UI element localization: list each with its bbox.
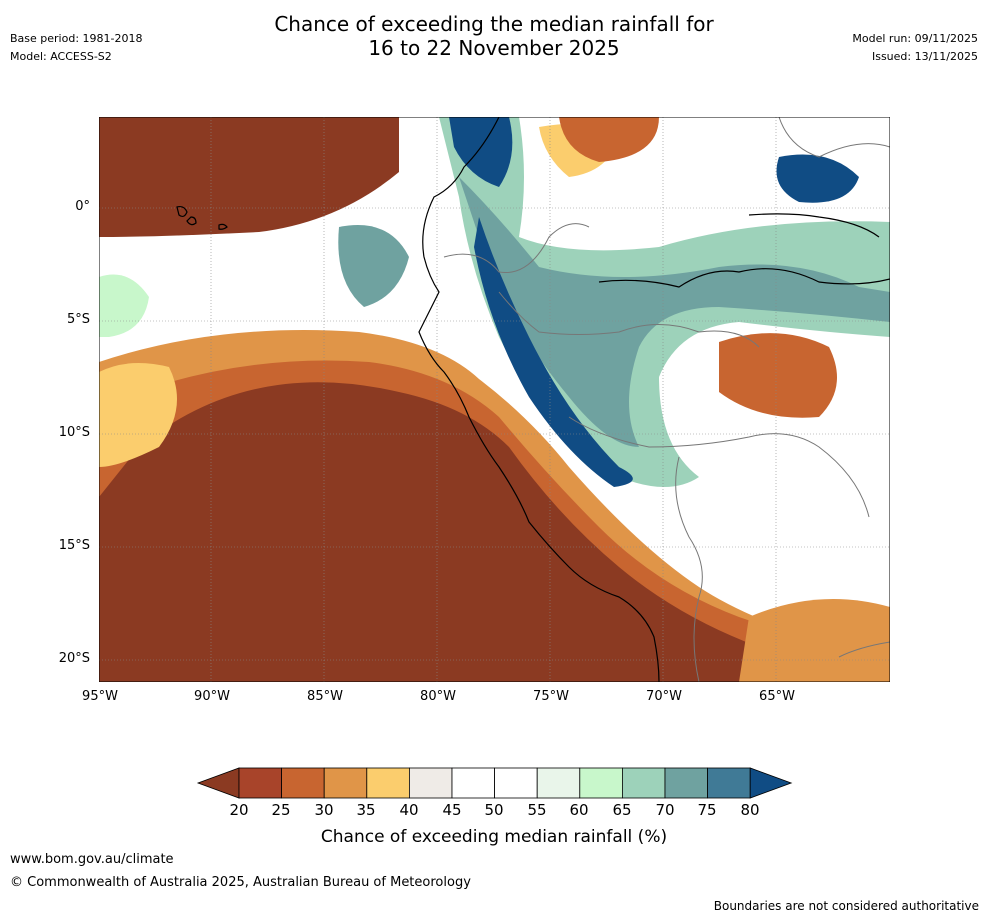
lon-label-75w: 75°W — [533, 689, 569, 704]
colorbar-cell-50-55 — [494, 767, 538, 799]
lon-label-80w: 80°W — [420, 689, 456, 704]
region-yellow-patch-west — [99, 363, 177, 467]
colorbar-tick-75: 75 — [697, 801, 717, 819]
colorbar-tick-35: 35 — [356, 801, 376, 819]
colorbar-cell-20-25 — [238, 767, 282, 799]
lon-label-65w: 65°W — [759, 689, 795, 704]
colorbar-tick-65: 65 — [612, 801, 632, 819]
region-dry-patch-east — [719, 333, 837, 418]
region-light-green-west — [99, 274, 149, 337]
issued-date: Issued: 13/11/2025 — [871, 50, 978, 63]
colorbar-tick-50: 50 — [484, 801, 504, 819]
colorbar-tick-45: 45 — [442, 801, 462, 819]
south-america-coastline — [418, 117, 660, 682]
colorbar-cell-75-80 — [707, 767, 751, 799]
title-line-1: Chance of exceeding the median rainfall … — [274, 12, 714, 36]
region-dry-south — [99, 382, 819, 682]
boundaries-disclaimer: Boundaries are not considered authoritat… — [713, 899, 979, 913]
region-wet-core — [459, 177, 890, 447]
colorbar-extend-high — [749, 767, 793, 799]
colorbar-cell-40-45 — [408, 767, 453, 799]
lat-label-5s: 5°S — [66, 312, 90, 327]
lat-label-20s: 20°S — [58, 651, 90, 666]
colorbar-cell-65-70 — [621, 767, 666, 799]
colorbar-cell-25-30 — [281, 767, 325, 799]
colorbar-cell-30-35 — [323, 767, 368, 799]
title-line-2: 16 to 22 November 2025 — [368, 36, 620, 60]
region-dry-patch-southeast — [739, 599, 890, 682]
lon-label-85w: 85°W — [307, 689, 343, 704]
orinoco-river — [748, 213, 880, 238]
colorbar-tick-30: 30 — [314, 801, 334, 819]
colorbar-cell-55-60 — [536, 767, 581, 799]
region-very-wet-northeast — [776, 154, 859, 203]
colorbar-tick-55: 55 — [527, 801, 547, 819]
amazon-river — [598, 268, 890, 288]
website-link[interactable]: www.bom.gov.au/climate — [10, 852, 174, 867]
colorbar-tick-60: 60 — [569, 801, 589, 819]
lat-label-10s: 10°S — [58, 425, 90, 440]
region-very-wet-north — [449, 117, 513, 187]
lon-label-95w: 95°W — [82, 689, 118, 704]
galapagos-islands — [176, 205, 228, 230]
region-dry-north-east — [559, 117, 659, 162]
colorbar-cell-60-65 — [579, 767, 623, 799]
copyright-notice: © Commonwealth of Australia 2025, Austra… — [10, 875, 471, 890]
colorbar-tick-80: 80 — [740, 801, 760, 819]
map-title: Chance of exceeding the median rainfall … — [194, 12, 794, 60]
colorbar-cell-70-75 — [664, 767, 708, 799]
colorbar-title: Chance of exceeding median rainfall (%) — [320, 827, 668, 847]
colorbar-extend-low — [196, 767, 240, 799]
base-period: Base period: 1981-2018 — [10, 32, 143, 45]
colorbar-cell-35-40 — [366, 767, 410, 799]
model-name: Model: ACCESS-S2 — [10, 50, 112, 63]
country-borders — [443, 117, 890, 682]
colorbar — [196, 767, 793, 799]
colorbar-tick-70: 70 — [655, 801, 675, 819]
colorbar-tick-25: 25 — [271, 801, 291, 819]
graticule — [99, 117, 890, 682]
region-wet-patch-west — [338, 225, 409, 307]
colorbar-cell-45-50 — [451, 767, 495, 799]
lon-label-90w: 90°W — [194, 689, 230, 704]
lon-label-70w: 70°W — [646, 689, 682, 704]
colorbar-tick-20: 20 — [229, 801, 249, 819]
model-run: Model run: 09/11/2025 — [852, 32, 978, 45]
rainfall-probability-map — [99, 117, 890, 682]
lat-label-15s: 15°S — [58, 538, 90, 553]
lat-label-0: 0° — [75, 199, 90, 214]
colorbar-tick-40: 40 — [399, 801, 419, 819]
